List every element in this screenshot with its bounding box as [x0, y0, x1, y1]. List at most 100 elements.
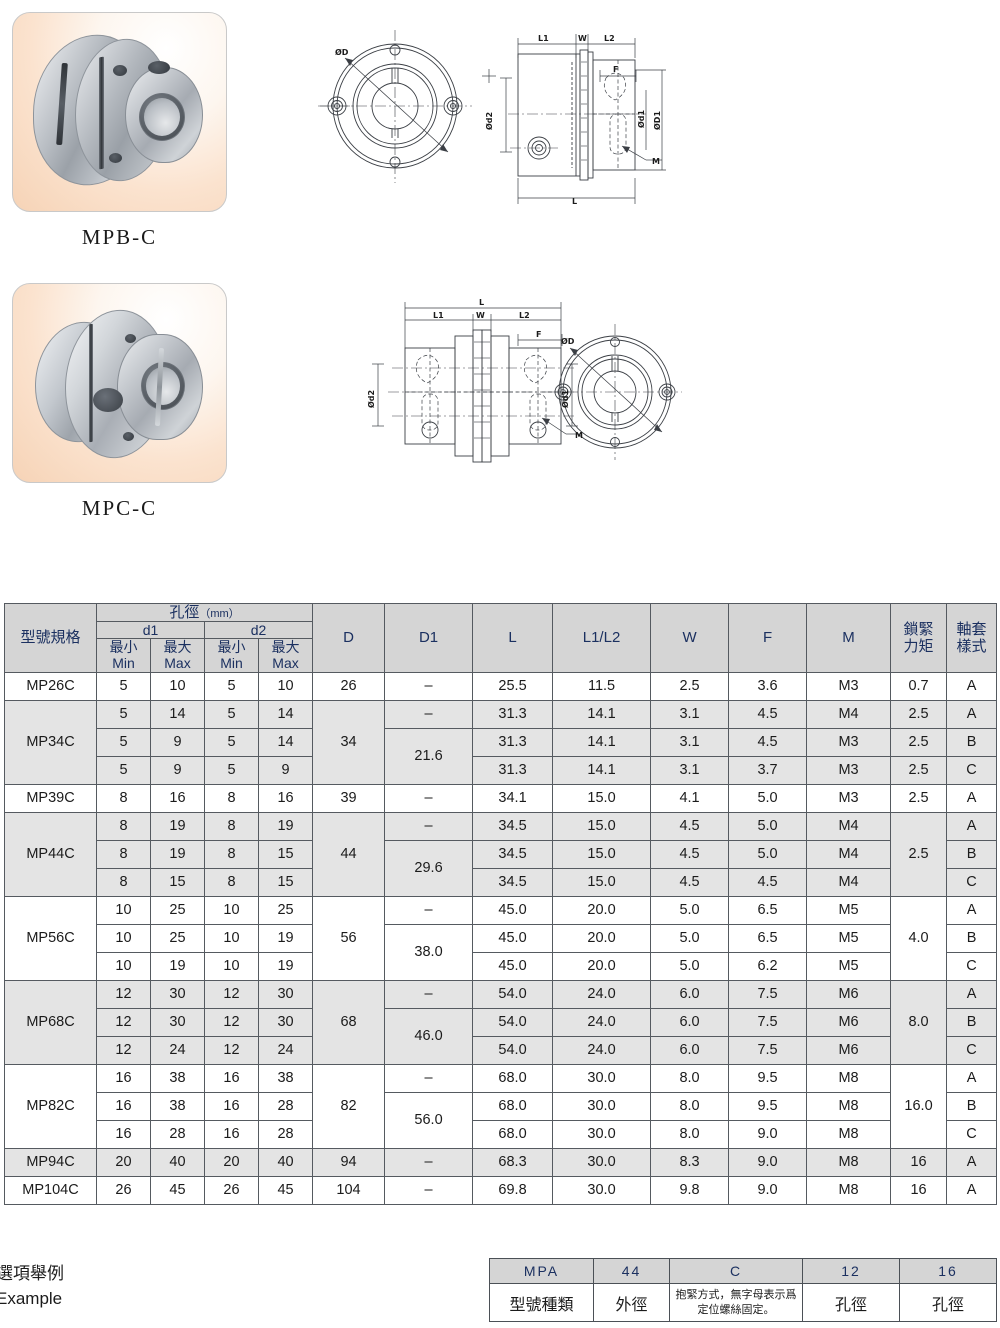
cell-d2-min: 12 — [204, 979, 259, 1009]
cell-D1: 29.6 — [384, 839, 474, 897]
table-row: MP104C 26 45 26 45 104–69.8 30.0 9.8 9.0 M8 16 A — [4, 1175, 998, 1205]
cell-F: 6.5 — [728, 923, 808, 953]
cell-W: 4.5 — [650, 867, 730, 897]
cell-sleeve-type: B — [946, 727, 998, 757]
cell-d1-max: 14 — [150, 699, 205, 729]
th-d1-max: 最大 Max — [150, 638, 205, 673]
cell-model: MP68C — [4, 979, 97, 1065]
cell-d2-min: 5 — [204, 755, 259, 785]
cell-torque: 2.5 — [890, 783, 948, 813]
cell-d2-min: 16 — [204, 1119, 259, 1149]
cell-torque: 2.5 — [890, 755, 948, 785]
cell-d1-max: 25 — [150, 923, 205, 953]
cell-d1-min: 12 — [96, 979, 151, 1009]
cell-d2-max: 30 — [257, 979, 314, 1009]
cell-M: M8 — [806, 1091, 892, 1121]
cell-W: 2.5 — [650, 671, 730, 701]
cell-W: 6.0 — [650, 979, 730, 1009]
th-bore-group: 孔徑（mm） — [95, 602, 314, 623]
table-row: 12 24 12 24 54.0 24.0 6.0 7.5 M6 C — [5, 1035, 998, 1065]
cell-d2-max: 15 — [257, 867, 314, 897]
th-L1L2: L1/L2 — [552, 603, 652, 673]
cell-L1L2: 20.0 — [552, 895, 652, 925]
cell-W: 5.0 — [650, 895, 730, 925]
table-row: MP82C 16 38 16 38 82–68.0 30.0 8.0 9.5 M8 16.0 A — [4, 1063, 998, 1149]
cell-model: MP94C — [4, 1147, 97, 1177]
cell-sleeve-type: B — [946, 923, 998, 953]
cell-d2-max: 10 — [257, 671, 314, 701]
bolt-hole-lower — [109, 153, 122, 163]
cell-D1: – — [384, 671, 474, 701]
product-photo-card-mpb-c — [12, 12, 227, 212]
cell-d2-max: 15 — [257, 839, 314, 869]
cell-d2-min: 8 — [204, 811, 259, 841]
cell-d2-min: 20 — [204, 1147, 259, 1177]
cell-L1L2: 30.0 — [552, 1147, 652, 1177]
cell-d1-min: 26 — [96, 1175, 151, 1205]
cell-F: 4.5 — [728, 727, 808, 757]
cell-D: 104 — [312, 1175, 386, 1205]
cell-d2-min: 16 — [204, 1063, 259, 1093]
cell-F: 7.5 — [728, 1035, 808, 1065]
bolt-hole-lower — [123, 432, 134, 441]
svg-text:L: L — [572, 197, 577, 206]
th-sleeve: 軸套 樣式 — [946, 603, 998, 673]
bore-inner-shadow — [146, 367, 180, 405]
cell-W: 4.5 — [650, 839, 730, 869]
cell-W: 4.1 — [650, 783, 730, 813]
cell-L: 25.5 — [472, 671, 554, 701]
th-D1: D1 — [384, 603, 474, 673]
cell-sleeve-type: C — [946, 1035, 998, 1065]
table-row: 5 9 5 14 21.6 31.3 14.1 3.1 4.5 M3 2.5 B — [5, 727, 998, 785]
table-row: 5 9 5 9 31.3 14.1 3.1 3.7 M3 2.5 C — [5, 755, 998, 785]
cell-d2-min: 10 — [204, 951, 259, 981]
th-torque-line1: 鎖緊 — [903, 620, 934, 638]
cell-L1L2: 15.0 — [552, 783, 652, 813]
cell-F: 5.0 — [728, 783, 808, 813]
cell-M: M8 — [806, 1119, 892, 1149]
cell-d2-min: 5 — [204, 671, 259, 701]
cell-torque: 0.7 — [890, 671, 948, 701]
cell-F: 3.7 — [728, 755, 808, 785]
cell-d1-min: 16 — [96, 1063, 151, 1093]
cell-d1-max: 9 — [150, 755, 205, 785]
mpb-c-dimension-drawing: ØD L1 W L2 F L M Ød2 Ød1 ØD1 — [318, 30, 666, 206]
cell-L1L2: 30.0 — [552, 1175, 652, 1205]
cell-d1-max: 15 — [150, 867, 205, 897]
bolt-hole-upper — [113, 65, 127, 76]
cell-torque: 16 — [890, 1147, 948, 1177]
cell-D: 82 — [312, 1063, 386, 1149]
cell-L1L2: 14.1 — [552, 755, 652, 785]
example-code-1: MPA — [489, 1258, 594, 1284]
cell-L1L2: 14.1 — [552, 727, 652, 757]
svg-text:ØD: ØD — [335, 47, 349, 57]
example-caption: 選項舉例 Example — [0, 1262, 64, 1311]
cell-L: 34.5 — [472, 811, 554, 841]
cell-d1-min: 10 — [96, 951, 151, 981]
cell-d1-min: 5 — [96, 699, 151, 729]
cell-L: 54.0 — [472, 979, 554, 1009]
cell-F: 5.0 — [728, 811, 808, 841]
cell-d1-min: 5 — [96, 755, 151, 785]
th-d2-min-zh: 最小 — [217, 639, 246, 656]
cell-d2-min: 26 — [204, 1175, 259, 1205]
cell-W: 4.5 — [650, 811, 730, 841]
cell-W: 6.0 — [650, 1007, 730, 1037]
cell-L: 54.0 — [472, 1035, 554, 1065]
example-meaning-3: 抱緊方式，無字母表示爲定位螺絲固定。 — [669, 1283, 803, 1322]
cell-L: 45.0 — [472, 951, 554, 981]
cell-F: 9.0 — [728, 1119, 808, 1149]
cell-d1-max: 40 — [150, 1147, 205, 1177]
cell-d2-max: 19 — [257, 811, 314, 841]
cell-F: 9.0 — [728, 1175, 808, 1205]
cell-torque: 2.5 — [890, 811, 948, 897]
cell-d1-max: 9 — [150, 727, 205, 757]
example-meaning-5: 孔徑 — [899, 1283, 997, 1322]
table-header-row-2: d1 d2 — [5, 621, 997, 640]
cell-torque: 4.0 — [890, 895, 948, 981]
cell-F: 9.0 — [728, 1147, 808, 1177]
cell-d2-max: 16 — [257, 783, 314, 813]
cell-L: 54.0 — [472, 1007, 554, 1037]
cell-L1L2: 20.0 — [552, 923, 652, 953]
example-caption-zh: 選項舉例 — [0, 1264, 64, 1284]
